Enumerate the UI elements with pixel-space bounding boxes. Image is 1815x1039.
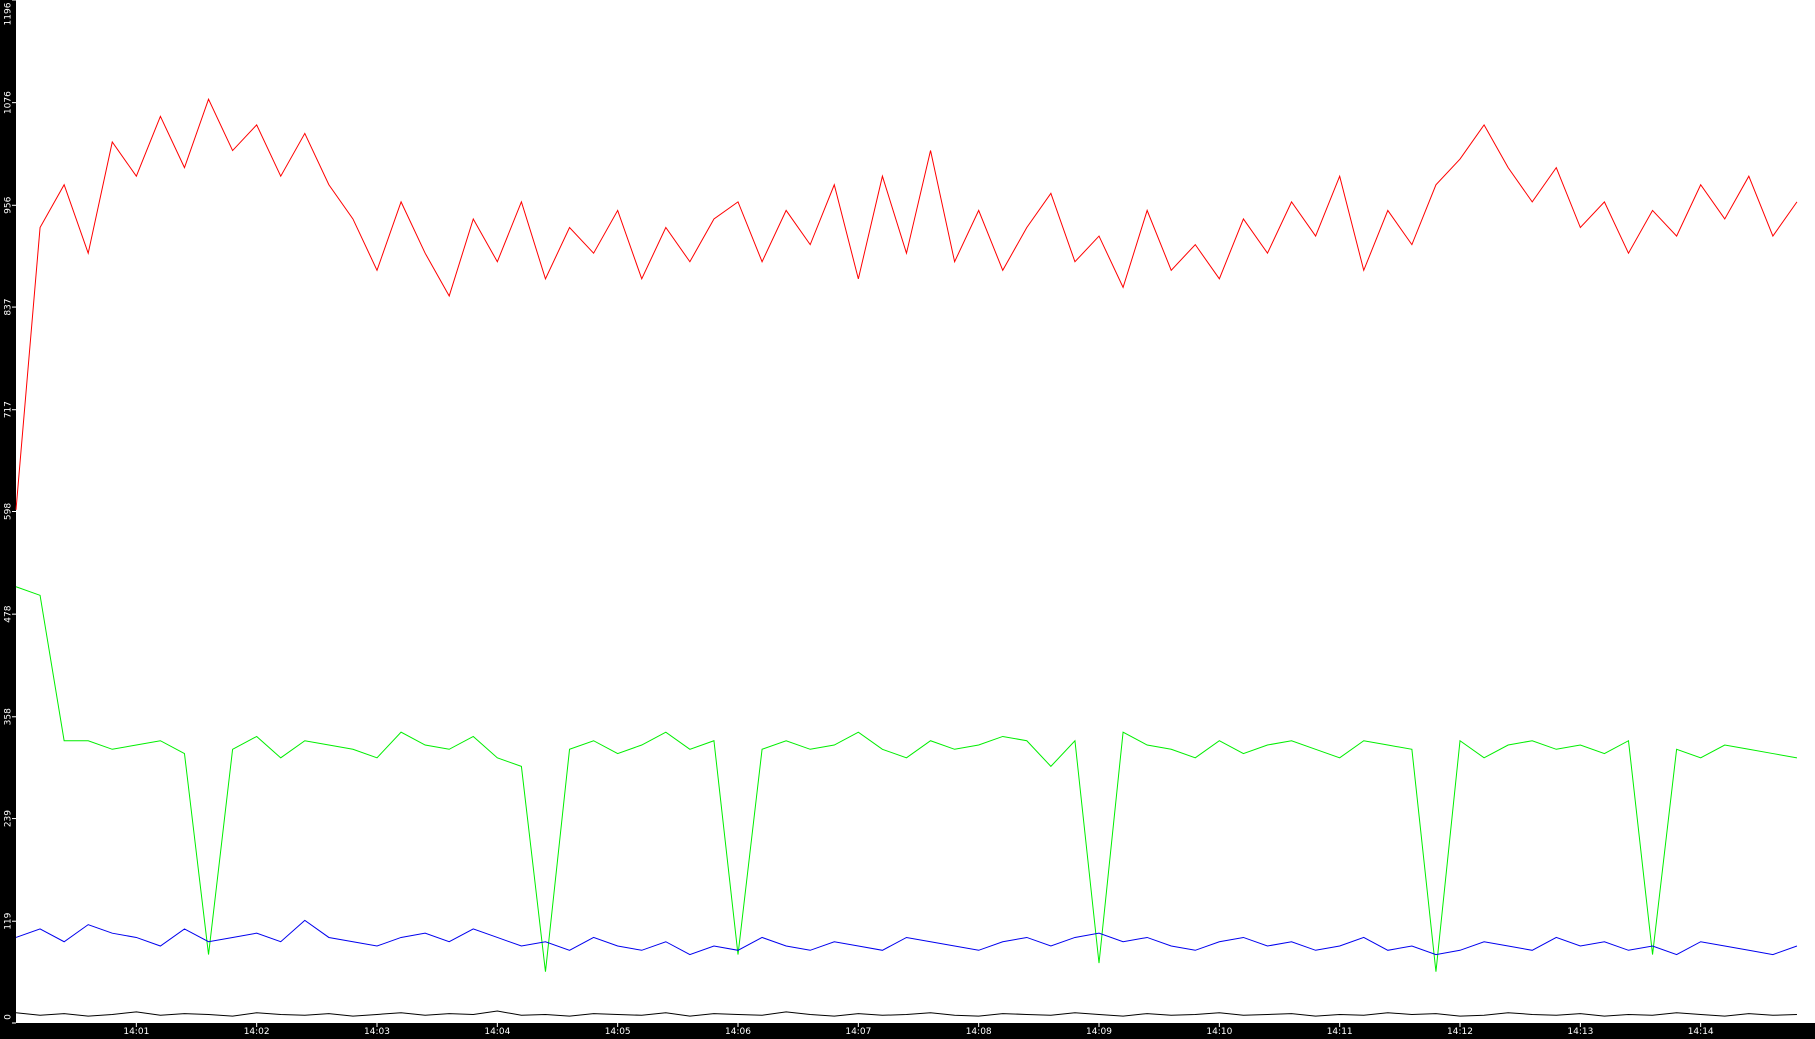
x-tick-label: 14:07 [845,1027,871,1037]
x-tick-label: 14:13 [1567,1027,1593,1037]
x-tick-label: 14:11 [1327,1027,1353,1037]
x-tick-label: 14:10 [1206,1027,1232,1037]
x-tick-label: 14:02 [244,1027,270,1037]
x-tick-label: 14:12 [1447,1027,1473,1037]
x-axis-strip [0,1023,1815,1039]
x-tick-label: 14:01 [123,1027,149,1037]
x-tick-label: 14:06 [725,1027,751,1037]
y-tick-label: 478 [4,605,14,622]
x-tick-label: 14:09 [1086,1027,1112,1037]
series-line [15,919,1798,956]
y-tick-label: 1076 [4,91,14,114]
y-tick-label: 598 [4,503,14,520]
x-tick-label: 14:08 [966,1027,992,1037]
x-tick-label: 14:04 [484,1027,510,1037]
x-tick-label: 14:03 [364,1027,390,1037]
series-line [15,97,1798,510]
y-tick-label: 1196 [4,2,14,25]
y-axis-strip [0,0,16,1039]
y-tick-label: 717 [4,401,14,418]
y-tick-label: 358 [4,708,14,725]
y-tick-label: 837 [4,298,14,315]
y-tick-label: 956 [4,196,14,213]
series-line [15,586,1798,972]
y-tick-label: 239 [4,810,14,827]
x-tick-label: 14:14 [1688,1027,1714,1037]
y-tick-label: 119 [4,912,14,929]
series-line [15,1010,1797,1017]
y-tick-label: 0 [4,1014,14,1020]
x-tick-label: 14:05 [605,1027,631,1037]
